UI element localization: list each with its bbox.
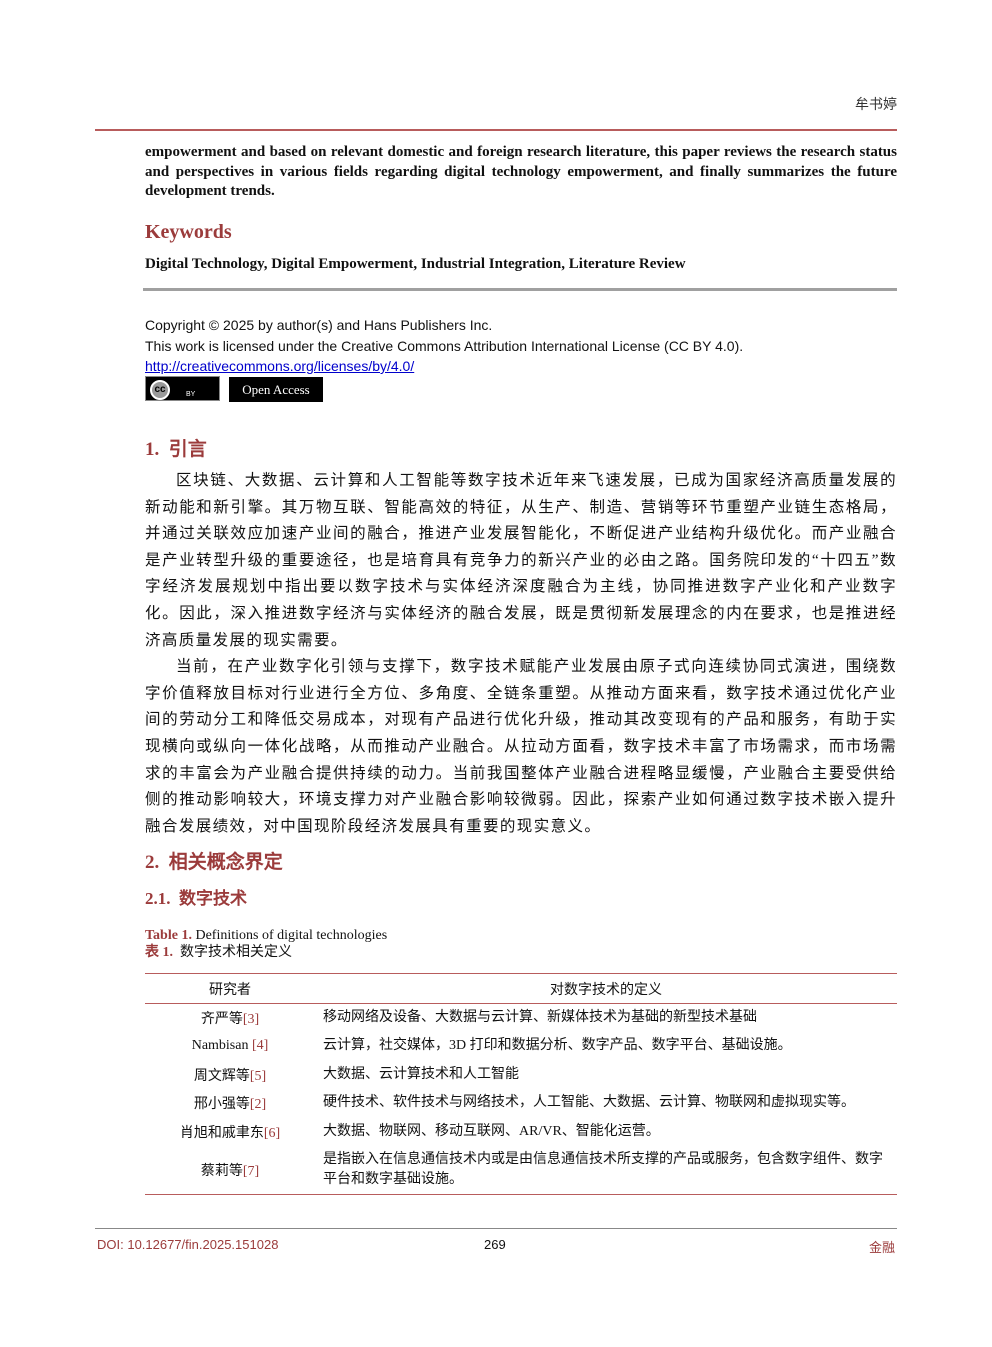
caption-label: 表 1. — [145, 945, 173, 960]
reference: [5] — [249, 1068, 267, 1084]
page-number: 269 — [484, 1237, 506, 1252]
by-label: BY — [186, 391, 196, 398]
table-row: 蔡莉等[7] 是指嵌入在信息通信技术内或是由信息通信技术所支撑的产品或服务，包含数… — [145, 1146, 897, 1194]
license-block: Copyright © 2025 by author(s) and Hans P… — [145, 315, 743, 377]
keywords-rule — [143, 288, 897, 291]
subsection-title: 数字技术 — [179, 889, 247, 908]
table-body: 齐严等[3] 移动网络及设备、大数据与云计算、新媒体技术为基础的新型技术基础 Nam… — [145, 1004, 897, 1195]
section-number: 2. — [145, 852, 160, 873]
author: 齐严等 — [200, 1012, 243, 1027]
caption-text: 数字技术相关定义 — [180, 945, 292, 960]
paragraph: 当前，在产业数字化引领与支撑下，数字技术赋能产业发展由原子式向连续协同式演进，围… — [145, 658, 897, 835]
reference: [7] — [242, 1163, 260, 1179]
caption-label: Table 1. — [145, 928, 192, 943]
definition-cell: 移动网络及设备、大数据与云计算、新媒体技术为基础的新型技术基础 — [323, 1010, 757, 1025]
license-link[interactable]: http://creativecommons.org/licenses/by/4… — [145, 358, 415, 374]
definition-cell: 是指嵌入在信息通信技术内或是由信息通信技术所支撑的产品或服务，包含数字组件、数字… — [323, 1151, 883, 1187]
author-cell: Nambisan [4] — [145, 1032, 315, 1061]
section-heading: 1. 引言 — [145, 434, 207, 461]
table-row: 肖旭和戚聿东[6] 大数据、物联网、移动互联网、AR/VR、智能化运营。 — [145, 1118, 897, 1147]
footer-rule — [95, 1228, 897, 1229]
author-cell: 肖旭和戚聿东[6] — [145, 1118, 315, 1147]
author-cell: 邢小强等[2] — [145, 1089, 315, 1118]
author: 蔡莉等 — [200, 1163, 243, 1179]
section-heading: 2. 相关概念界定 — [145, 847, 283, 874]
definition-cell: 大数据、物联网、移动互联网、AR/VR、智能化运营。 — [323, 1123, 660, 1139]
section-title: 相关概念界定 — [168, 852, 283, 873]
column-header: 对数字技术的定义 — [550, 982, 662, 998]
subsection-number: 2.1. — [145, 889, 171, 908]
open-access-badge: Open Access — [229, 377, 323, 402]
reference: [2] — [249, 1097, 267, 1113]
copyright: Copyright © 2025 by author(s) and Hans P… — [145, 317, 493, 333]
reference: [4] — [251, 1038, 269, 1054]
table-row: 邢小强等[2] 硬件技术、软件技术与网络技术，人工智能、大数据、云计算、物联网和虚… — [145, 1089, 897, 1118]
footer-journal: 金融 — [868, 1240, 895, 1255]
caption-en: Table 1. Definitions of digital technolo… — [145, 927, 387, 944]
reference: [3] — [242, 1012, 260, 1027]
table-row: 齐严等[3] 移动网络及设备、大数据与云计算、新媒体技术为基础的新型技术基础 — [145, 1004, 897, 1033]
author: 周文辉等 — [193, 1068, 250, 1084]
definition-cell: 硬件技术、软件技术与网络技术，人工智能、大数据、云计算、物联网和虚拟现实等。 — [323, 1095, 855, 1111]
definitions-table: 研究者 对数字技术的定义 齐严等[3] 移动网络及设备、大数据与云计算、新媒体技术… — [145, 973, 897, 1195]
cc-icon: cc — [150, 380, 170, 400]
paragraph: 区块链、大数据、云计算和人工智能等数字技术近年来飞速发展，已成为国家经济高质量发… — [145, 472, 897, 649]
keywords-text: Digital Technology, Digital Empowerment,… — [145, 256, 686, 272]
table-row: 周文辉等[5] 大数据、云计算技术和人工智能 — [145, 1061, 897, 1090]
caption-text: Definitions of digital technologies — [195, 928, 388, 943]
license-statement: This work is licensed under the Creative… — [145, 337, 744, 354]
definition-cell: 云计算，社交媒体，3D 打印和数据分析、数字产品、数字平台、基础设施。 — [323, 1038, 792, 1054]
keywords-heading: Keywords — [145, 221, 232, 243]
abstract-text: empowerment and based on relevant domest… — [145, 144, 897, 199]
column-header: 研究者 — [209, 982, 251, 998]
author-cell: 齐严等[3] — [145, 1004, 315, 1033]
cc-badge: cc BY — [145, 376, 220, 401]
author-cell: 蔡莉等[7] — [145, 1146, 315, 1194]
table-row: Nambisan [4] 云计算，社交媒体，3D 打印和数据分析、数字产品、数字平… — [145, 1032, 897, 1061]
running-author: 牟书婷 — [855, 96, 897, 112]
author-cell: 周文辉等[5] — [145, 1061, 315, 1090]
section-title: 引言 — [168, 439, 207, 460]
section-number: 1. — [145, 439, 160, 460]
caption-zh: 表 1. 数字技术相关定义 — [145, 944, 387, 961]
author: Nambisan — [191, 1038, 252, 1054]
author: 肖旭和戚聿东 — [179, 1125, 264, 1141]
subsection-heading: 2.1. 数字技术 — [145, 884, 247, 909]
table-header: 研究者 对数字技术的定义 — [145, 974, 897, 1004]
section-body: 区块链、大数据、云计算和人工智能等数字技术近年来飞速发展，已成为国家经济高质量发… — [145, 468, 897, 840]
reference: [6] — [263, 1125, 281, 1141]
table-caption: Table 1. Definitions of digital technolo… — [145, 927, 387, 961]
author: 邢小强等 — [193, 1097, 250, 1113]
definition-cell: 大数据、云计算技术和人工智能 — [323, 1066, 519, 1082]
header-rule — [95, 129, 897, 131]
footer-doi: DOI: 10.12677/fin.2025.151028 — [97, 1237, 279, 1252]
